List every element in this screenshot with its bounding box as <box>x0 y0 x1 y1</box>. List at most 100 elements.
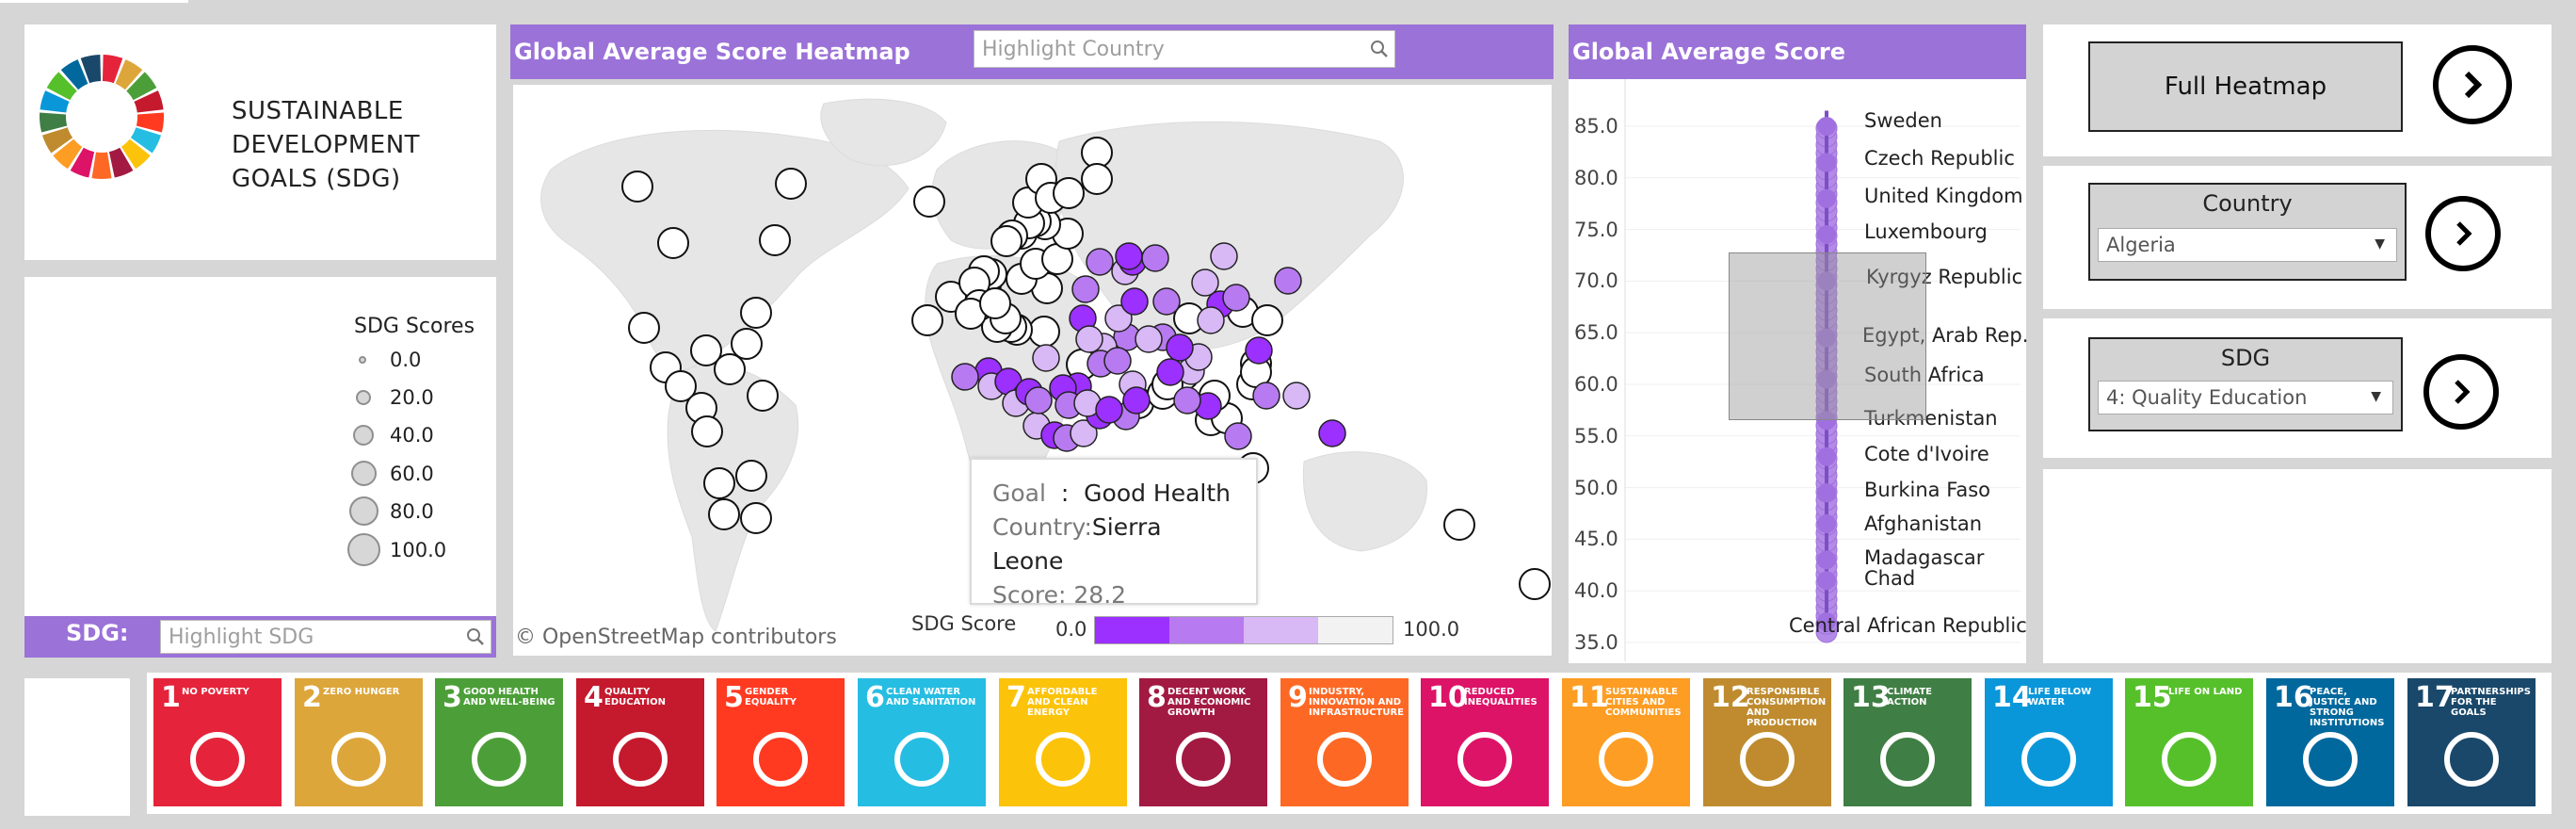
country-marker[interactable] <box>1103 347 1132 375</box>
highlight-country-input[interactable]: Highlight Country <box>974 30 1395 68</box>
labeled-point[interactable] <box>1817 153 1836 172</box>
country-marker[interactable] <box>1156 358 1184 386</box>
country-arrow-button[interactable] <box>2425 196 2501 271</box>
country-marker[interactable] <box>1274 267 1302 295</box>
goal-pictogram-icon <box>331 732 386 787</box>
labeled-point[interactable] <box>1817 411 1836 431</box>
world-heatmap[interactable] <box>513 85 1552 656</box>
country-select[interactable]: Algeria ▼ <box>2098 228 2397 262</box>
country-marker[interactable] <box>708 498 740 530</box>
country-marker[interactable] <box>1081 163 1113 195</box>
tooltip-goal-line: Goal : Good Health <box>992 477 1235 511</box>
country-marker[interactable] <box>1120 287 1149 316</box>
country-marker[interactable] <box>628 312 660 344</box>
full-heatmap-arrow-button[interactable] <box>2433 45 2512 124</box>
labeled-point[interactable] <box>1817 447 1836 466</box>
sdg-tile-9[interactable]: 9 Industry, innovation and infrastructure <box>1280 678 1409 806</box>
country-marker[interactable] <box>1152 287 1181 316</box>
country-marker[interactable] <box>1086 248 1114 276</box>
labeled-point[interactable] <box>1817 369 1836 389</box>
labeled-point[interactable] <box>1817 571 1836 591</box>
country-marker[interactable] <box>1191 268 1219 297</box>
country-marker[interactable] <box>665 370 697 402</box>
country-marker[interactable] <box>951 363 979 391</box>
country-marker[interactable] <box>1075 325 1103 353</box>
sdg-tile-10[interactable]: 10 Reduced inequalities <box>1421 678 1549 806</box>
sdg-tile-5[interactable]: 5 Gender equality <box>716 678 845 806</box>
country-marker[interactable] <box>740 502 772 534</box>
sdg-tile-7[interactable]: 7 Affordable and clean energy <box>999 678 1127 806</box>
country-marker[interactable] <box>690 334 722 366</box>
sdg-tile-16[interactable]: 16 Peace, justice and strong institutions <box>2266 678 2394 806</box>
country-marker[interactable] <box>1173 386 1201 414</box>
country-marker[interactable] <box>1122 386 1151 414</box>
country-marker[interactable] <box>1224 422 1252 450</box>
country-marker[interactable] <box>1141 244 1169 272</box>
country-marker[interactable] <box>1210 242 1238 270</box>
sdg-tile-11[interactable]: 11 Sustainable cities and communities <box>1562 678 1690 806</box>
wheel-segment <box>91 152 112 179</box>
labeled-point[interactable] <box>1817 612 1836 632</box>
country-marker[interactable] <box>740 297 772 329</box>
country-marker[interactable] <box>1519 568 1551 600</box>
country-marker[interactable] <box>990 225 1022 257</box>
country-marker[interactable] <box>1070 419 1098 447</box>
country-marker[interactable] <box>1024 386 1053 414</box>
country-marker[interactable] <box>1282 382 1311 410</box>
sdg-tile-6[interactable]: 6 Clean water and sanitation <box>858 678 986 806</box>
sdg-tile-15[interactable]: 15 Life on land <box>2125 678 2253 806</box>
sdg-tile-2[interactable]: 2 Zero hunger <box>295 678 423 806</box>
country-marker[interactable] <box>1135 325 1163 353</box>
y-tick-label: 55.0 <box>1574 424 1618 447</box>
country-marker[interactable] <box>775 168 807 200</box>
country-marker[interactable] <box>1252 382 1280 410</box>
country-marker[interactable] <box>714 353 746 385</box>
country-marker[interactable] <box>913 186 945 218</box>
sdg-tile-17[interactable]: 17 Partnerships for the goals <box>2407 678 2536 806</box>
sdg-tile-4[interactable]: 4 Quality education <box>576 678 704 806</box>
sdg-tile-1[interactable]: 1 No poverty <box>153 678 282 806</box>
country-marker[interactable] <box>621 171 653 203</box>
labeled-point[interactable] <box>1817 483 1836 503</box>
sdg-tile-14[interactable]: 14 Life below water <box>1985 678 2113 806</box>
country-marker[interactable] <box>1032 344 1060 372</box>
country-marker[interactable] <box>1028 316 1060 348</box>
country-marker[interactable] <box>1222 284 1250 312</box>
sdg-tile-13[interactable]: 13 Climate action <box>1843 678 1972 806</box>
sdg-tile-8[interactable]: 8 Decent work and economic growth <box>1139 678 1267 806</box>
labeled-point[interactable] <box>1817 271 1836 291</box>
sdg-select[interactable]: 4: Quality Education ▼ <box>2098 381 2393 414</box>
country-marker[interactable] <box>657 227 689 259</box>
sdg-tile-3[interactable]: 3 Good health and well-being <box>435 678 563 806</box>
country-marker[interactable] <box>1166 333 1194 362</box>
labeled-point[interactable] <box>1817 550 1836 570</box>
sdg-search-input[interactable]: Highlight SDG <box>160 620 491 654</box>
country-marker[interactable] <box>1443 509 1475 541</box>
country-marker[interactable] <box>691 415 723 447</box>
country-marker[interactable] <box>759 224 791 256</box>
country-marker[interactable] <box>1245 336 1273 365</box>
country-marker[interactable] <box>1095 396 1123 424</box>
country-marker[interactable] <box>911 304 943 336</box>
country-marker[interactable] <box>1053 177 1085 209</box>
labeled-point[interactable] <box>1817 328 1836 348</box>
sdg-arrow-button[interactable] <box>2423 354 2499 430</box>
country-marker[interactable] <box>735 460 767 492</box>
labeled-point[interactable] <box>1817 225 1836 245</box>
labeled-point[interactable] <box>1817 513 1836 533</box>
country-marker[interactable] <box>1104 304 1133 333</box>
country-marker[interactable] <box>731 328 763 360</box>
country-marker[interactable] <box>1197 306 1225 334</box>
labeled-point[interactable] <box>1817 188 1836 208</box>
sdg-tile-12[interactable]: 12 Responsible consumption and production <box>1703 678 1831 806</box>
full-heatmap-button[interactable]: Full Heatmap <box>2088 41 2403 132</box>
country-marker[interactable] <box>1318 419 1346 447</box>
country-marker[interactable] <box>979 287 1011 319</box>
country-marker[interactable] <box>1071 275 1100 303</box>
country-marker[interactable] <box>1115 242 1143 270</box>
avg-score-chart[interactable] <box>1569 79 2026 661</box>
country-marker[interactable] <box>703 467 735 499</box>
country-marker[interactable] <box>747 380 779 412</box>
labeled-point[interactable] <box>1817 117 1836 136</box>
country-marker[interactable] <box>1251 304 1283 336</box>
